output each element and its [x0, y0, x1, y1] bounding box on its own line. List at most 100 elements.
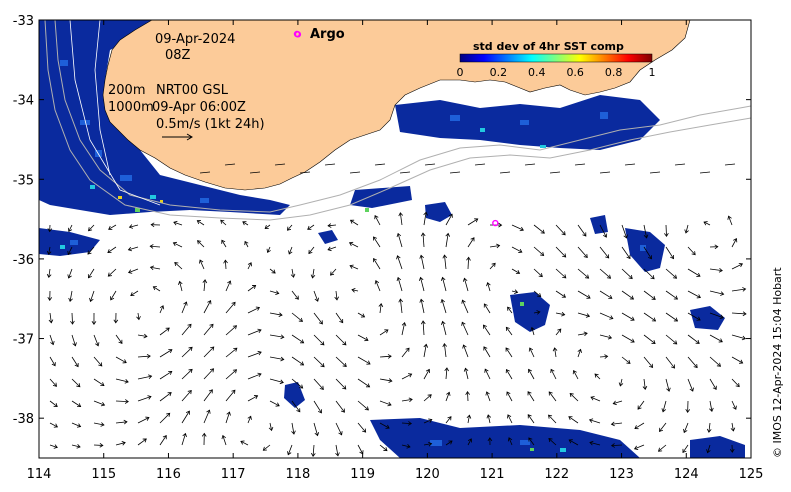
current-arrow — [529, 347, 535, 358]
current-arrowhead — [657, 447, 663, 452]
current-arrow — [247, 307, 260, 314]
colorbar-ticks: 0 0.2 0.4 0.6 0.8 1 — [457, 66, 656, 79]
colorbar-tick-label: 0 — [457, 66, 464, 79]
current-arrowhead — [320, 341, 325, 346]
current-arrow — [665, 246, 674, 259]
current-arrowhead — [691, 251, 696, 256]
current-arrow — [401, 398, 413, 402]
current-arrowhead — [227, 280, 232, 285]
current-arrow — [247, 373, 262, 380]
current-arrowhead — [48, 319, 54, 324]
current-arrowhead — [199, 259, 204, 264]
current-arrowhead — [505, 368, 510, 374]
current-arrow — [397, 277, 403, 292]
current-arrow — [115, 442, 126, 446]
current-arrowhead — [732, 405, 737, 410]
current-arrowhead — [46, 250, 52, 255]
current-arrowhead — [461, 299, 466, 304]
plot-frame — [38, 19, 752, 459]
x-tick-label: 125 — [739, 467, 764, 482]
current-arrow — [313, 400, 322, 414]
current-arrowhead — [384, 329, 389, 334]
current-arrowhead — [178, 280, 183, 285]
colorbar: std dev of 4hr SST comp 0 0.2 0.4 0.6 0.8 1 — [457, 40, 656, 79]
current-arrowhead — [330, 271, 335, 276]
current-arrow — [687, 268, 701, 277]
current-arrowhead — [340, 408, 345, 413]
current-arrowhead — [159, 305, 165, 310]
current-arrow — [349, 242, 359, 248]
current-arrow — [487, 414, 491, 424]
current-arrow — [577, 290, 591, 299]
current-arrow — [137, 334, 148, 337]
current-arrowhead — [519, 226, 524, 232]
current-arrowhead — [739, 359, 744, 364]
current-arrow — [174, 262, 183, 270]
current-arrow — [483, 346, 491, 358]
current-arrow — [225, 411, 230, 424]
current-arrowhead — [682, 448, 687, 454]
x-tick-label: 116 — [156, 467, 181, 482]
current-arrowhead — [463, 367, 469, 372]
current-arrow — [244, 241, 249, 248]
current-arrowhead — [396, 255, 401, 260]
current-arrow — [287, 224, 293, 231]
current-arrowhead — [223, 259, 228, 264]
current-arrowhead — [396, 276, 402, 282]
current-arrow — [335, 378, 347, 390]
current-arrow — [291, 422, 295, 435]
current-arrowhead — [113, 319, 119, 324]
current-arrow — [665, 268, 677, 279]
current-arrowhead — [47, 228, 53, 233]
current-arrow — [224, 163, 236, 166]
current-arrowhead — [288, 250, 293, 255]
current-arrowhead — [685, 408, 691, 413]
current-arrowhead — [278, 312, 283, 317]
current-arrow — [49, 312, 52, 323]
current-arrowhead — [364, 406, 369, 411]
current-arrow — [137, 417, 150, 424]
current-arrow — [328, 224, 337, 227]
current-arrow — [665, 224, 667, 237]
x-axis: 114 115 116 117 118 119 120 121 122 123 124 125 — [27, 20, 764, 482]
current-arrowhead — [605, 254, 610, 259]
current-arrow — [665, 356, 675, 369]
current-arrow — [449, 171, 461, 174]
current-arrow — [197, 240, 205, 248]
current-arrow — [313, 334, 325, 346]
current-arrow — [327, 246, 337, 251]
current-arrowhead — [730, 427, 736, 432]
current-arrow — [420, 255, 425, 270]
current-arrowhead — [87, 250, 92, 255]
current-arrowhead — [630, 316, 635, 321]
current-arrow — [683, 422, 689, 433]
current-arrowhead — [173, 220, 178, 226]
current-arrowhead — [408, 397, 413, 403]
sst-speckles-green — [135, 208, 534, 451]
current-arrowhead — [149, 244, 154, 249]
current-arrow — [474, 163, 486, 166]
current-arrowhead — [670, 254, 674, 260]
current-arrowhead — [609, 315, 614, 320]
current-arrowhead — [585, 274, 590, 279]
current-arrowhead — [351, 288, 356, 293]
current-arrow — [511, 268, 520, 274]
current-arrow — [643, 334, 656, 344]
x-tick-label: 123 — [609, 467, 634, 482]
y-tick-label: -37 — [13, 333, 34, 348]
current-arrowhead — [733, 238, 738, 243]
sst-patch-small-5 — [590, 215, 608, 234]
current-arrow — [599, 312, 614, 319]
current-arrow — [613, 400, 623, 405]
current-arrowhead — [364, 337, 369, 342]
current-arrow — [577, 268, 589, 279]
current-arrowhead — [70, 320, 75, 325]
sst-patch-south-1 — [370, 418, 640, 458]
colorbar-tick-label: 0.2 — [490, 66, 508, 79]
current-arrow — [599, 355, 608, 358]
current-arrowhead — [124, 379, 129, 384]
current-arrowhead — [110, 296, 115, 301]
current-arrow — [483, 324, 491, 336]
current-arrow — [115, 334, 123, 344]
